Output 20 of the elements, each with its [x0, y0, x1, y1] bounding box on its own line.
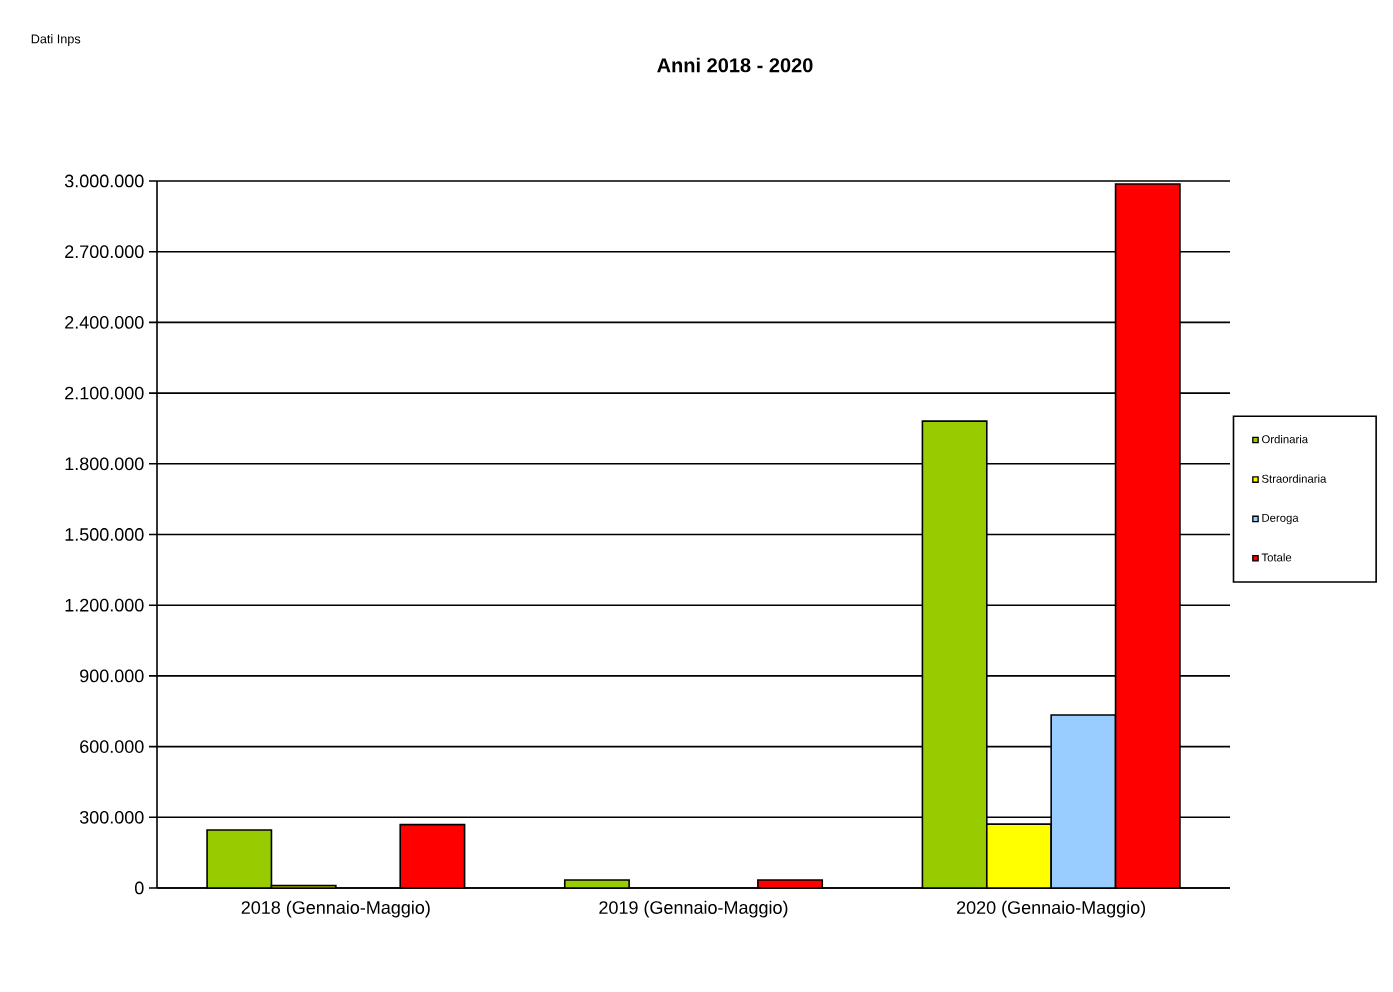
x-tick-label: 2018 (Gennaio-Maggio)	[241, 900, 430, 918]
y-tick-label: 2.400.000	[65, 316, 144, 329]
legend-label: Ordinaria	[1262, 434, 1309, 444]
legend-label: Straordinaria	[1262, 474, 1327, 483]
y-tick-label: 1.800.000	[65, 457, 144, 471]
y-tick-label: 0	[135, 881, 144, 895]
x-tick-label: 2019 (Gennaio-Maggio)	[599, 900, 788, 918]
y-tick-label: 2.100.000	[65, 386, 144, 400]
x-tick-label: 2020 (Gennaio-Maggio)	[957, 900, 1146, 918]
y-tick-label: 1.500.000	[65, 528, 144, 541]
chart-title: Anni 2018 - 2020	[657, 57, 813, 73]
y-tick-label: 600.000	[80, 740, 144, 753]
y-tick-label: 3.000.000	[64, 174, 144, 188]
y-tick-label: 300.000	[79, 810, 144, 824]
legend-label: Deroga	[1262, 514, 1299, 525]
y-tick-label: 900.000	[80, 669, 144, 683]
y-tick-label: 2.700.000	[65, 245, 144, 259]
legend-label: Totale	[1261, 553, 1292, 562]
y-tick-label: 1.200.000	[65, 598, 144, 612]
text: Dati Inps	[31, 34, 81, 46]
